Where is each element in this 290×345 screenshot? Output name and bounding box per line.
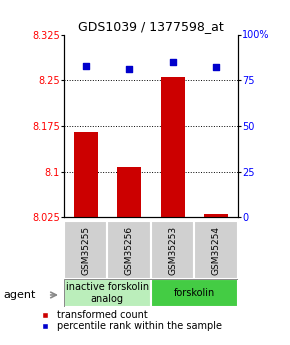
Point (83, 63, 88, 68)
Text: GSM35254: GSM35254 (211, 226, 221, 275)
Bar (161, 77, 184, 217)
Point (214, 65, 218, 70)
Bar (64, 279, 151, 307)
Text: GSM35256: GSM35256 (124, 226, 134, 275)
Text: GSM35253: GSM35253 (168, 226, 177, 275)
Bar (64, 221, 107, 279)
Text: agent: agent (3, 290, 35, 300)
Bar (74, 132, 97, 217)
Bar (151, 279, 238, 307)
Title: GDS1039 / 1377598_at: GDS1039 / 1377598_at (78, 20, 224, 33)
Point (127, 67, 131, 72)
Text: inactive forskolin
analog: inactive forskolin analog (66, 283, 149, 304)
Point (170, 59, 175, 65)
Bar (151, 221, 194, 279)
Bar (117, 167, 141, 217)
Bar (194, 221, 238, 279)
Bar (107, 221, 151, 279)
Bar (204, 214, 228, 217)
Legend: transformed count, percentile rank within the sample: transformed count, percentile rank withi… (35, 310, 222, 332)
Text: GSM35255: GSM35255 (81, 226, 90, 275)
Text: forskolin: forskolin (174, 288, 215, 298)
